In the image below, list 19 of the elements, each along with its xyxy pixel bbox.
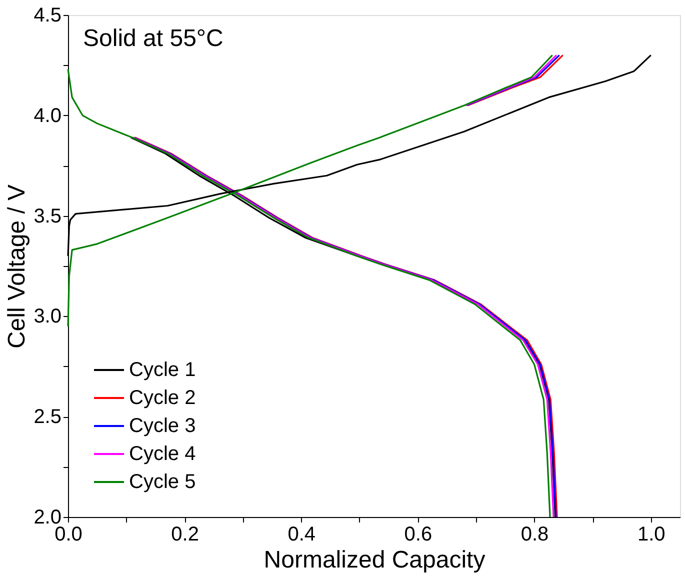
legend-label: Cycle 5: [129, 471, 196, 493]
y-axis-title: Cell Voltage / V: [4, 184, 31, 349]
x-tick-label: 0.8: [520, 524, 549, 546]
x-tick-label: 1.0: [637, 524, 666, 546]
y-tick-label: 4.5: [34, 4, 62, 26]
x-tick-label: 0.6: [404, 524, 432, 546]
x-tick-label: 0.0: [54, 524, 82, 546]
x-axis-title: Normalized Capacity: [264, 546, 486, 574]
legend-label: Cycle 4: [129, 443, 196, 465]
annotation: Solid at 55°C: [83, 25, 224, 52]
legend-label: Cycle 3: [129, 415, 196, 437]
y-tick-label: 2.5: [34, 406, 62, 428]
legend-label: Cycle 2: [129, 387, 196, 409]
y-tick-label: 3.0: [34, 306, 62, 328]
x-tick-label: 0.4: [288, 524, 316, 546]
y-tick-label: 3.5: [34, 205, 62, 228]
y-tick-label: 4.0: [34, 104, 62, 127]
x-tick-label: 0.2: [171, 524, 199, 546]
legend-label: Cycle 1: [129, 359, 196, 381]
